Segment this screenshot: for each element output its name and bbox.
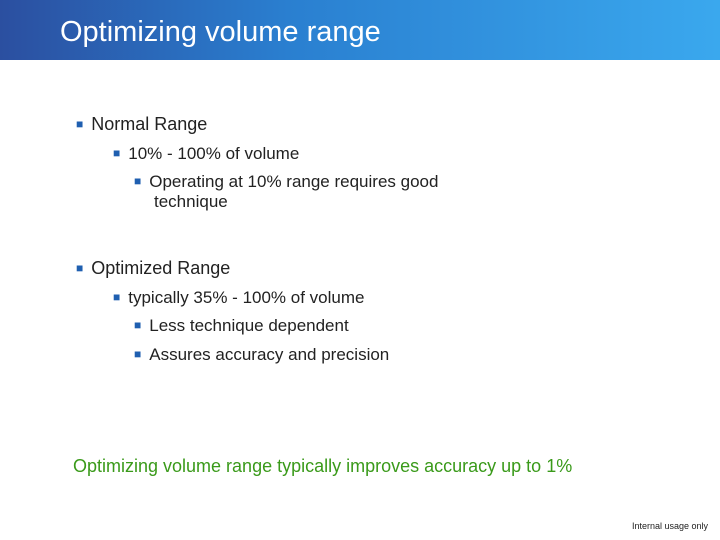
bullet: ■ [134, 174, 142, 188]
bullet-text: Assures accuracy and precision [149, 345, 390, 364]
bullet-text: Optimized Range [91, 258, 231, 278]
bullet-text: Normal Range [91, 114, 208, 134]
bullet-item: ■ Operating at 10% range requires good te… [134, 172, 454, 212]
header: Optimizing volume range [0, 0, 720, 60]
bullet-text: Operating at 10% range requires good tec… [149, 172, 439, 211]
bullet-text: typically 35% - 100% of volume [128, 288, 365, 307]
bullet: ■ [113, 146, 121, 160]
bullet: ■ [134, 347, 142, 361]
bullet-text: Less technique dependent [149, 316, 349, 335]
bullet: ■ [76, 261, 84, 275]
bullet: ■ [134, 318, 142, 332]
bullet-item: ■ 10% - 100% of volume [113, 144, 299, 164]
conclusion: Optimizing volume range typically improv… [73, 456, 573, 476]
bullet-item: ■ Less technique dependent [134, 316, 454, 336]
title: Optimizing volume range [60, 16, 381, 48]
bullet: ■ [76, 117, 84, 131]
footer: Internal usage only [631, 521, 708, 531]
bullet-item: ■ Optimized Range [76, 258, 230, 279]
bullet-item: ■ typically 35% - 100% of volume [113, 288, 364, 308]
bullet-item: ■ Normal Range [76, 114, 207, 135]
bullet: ■ [113, 290, 121, 304]
bullet-item: ■ Assures accuracy and precision [134, 345, 454, 365]
bullet-text: 10% - 100% of volume [128, 144, 300, 163]
